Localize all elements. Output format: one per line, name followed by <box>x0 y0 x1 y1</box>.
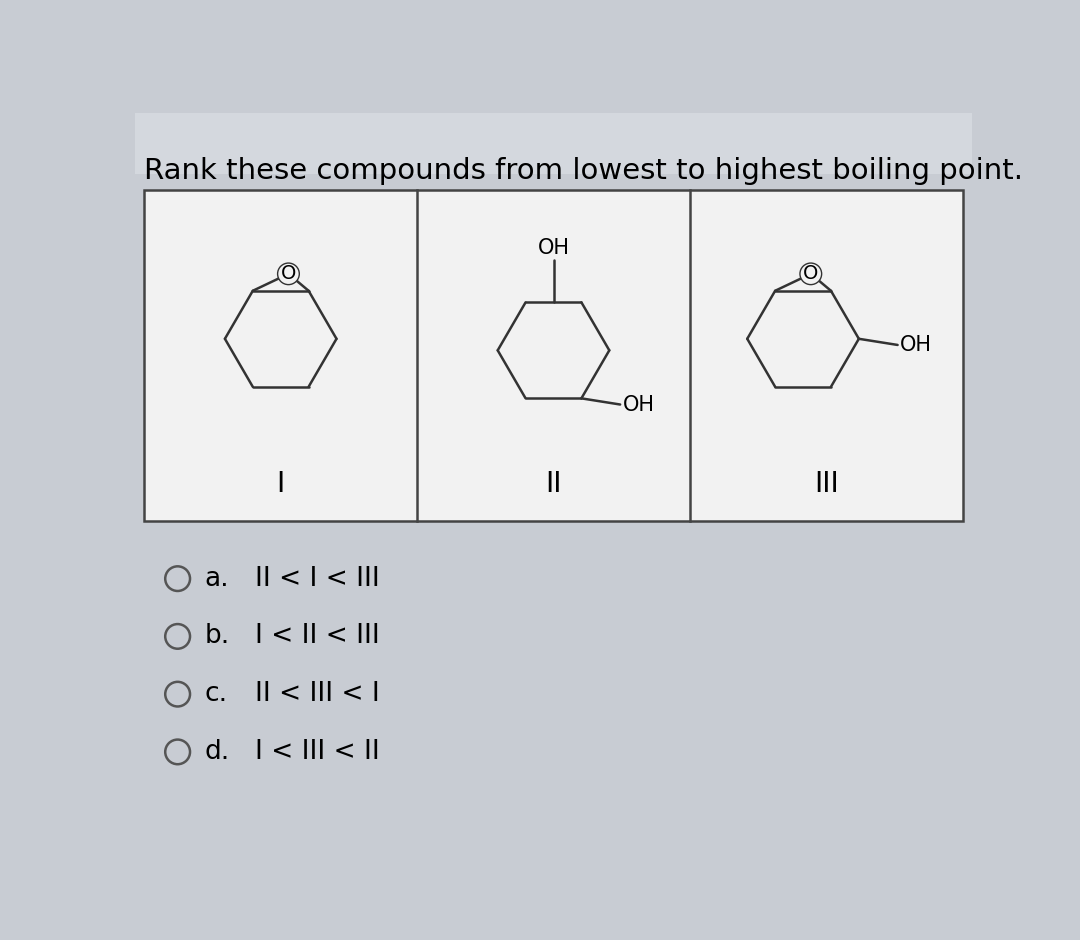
Circle shape <box>800 263 822 285</box>
Bar <box>135 113 972 175</box>
Text: b.: b. <box>205 623 230 650</box>
Text: Rank these compounds from lowest to highest boiling point.: Rank these compounds from lowest to high… <box>145 158 1024 185</box>
Text: I < III < II: I < III < II <box>255 739 380 765</box>
Text: I < II < III: I < II < III <box>255 623 380 650</box>
Text: d.: d. <box>205 739 230 765</box>
Text: III: III <box>814 470 839 498</box>
Circle shape <box>278 263 299 285</box>
Text: II: II <box>545 470 562 498</box>
Text: I: I <box>276 470 285 498</box>
Text: O: O <box>281 264 296 283</box>
Text: OH: OH <box>900 335 932 355</box>
Text: c.: c. <box>205 682 228 707</box>
Text: OH: OH <box>538 238 569 258</box>
Text: a.: a. <box>205 566 229 591</box>
Text: II < I < III: II < I < III <box>255 566 380 591</box>
Text: O: O <box>804 264 819 283</box>
Bar <box>145 190 962 521</box>
Text: OH: OH <box>622 395 654 415</box>
Text: II < III < I: II < III < I <box>255 682 380 707</box>
